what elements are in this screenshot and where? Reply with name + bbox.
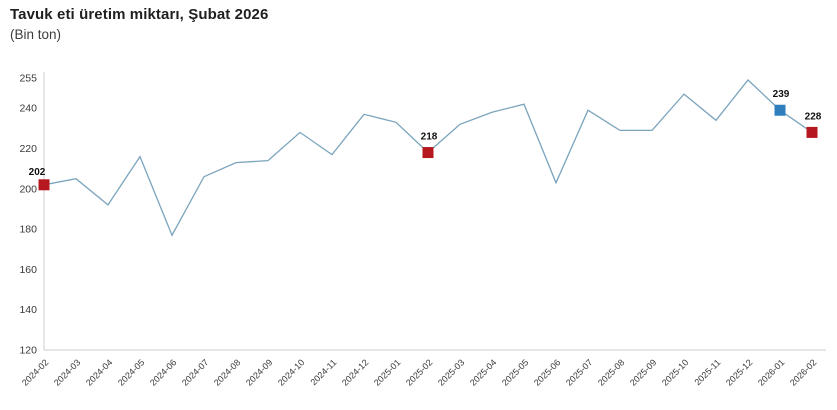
- data-point-marker-2026-02: [806, 126, 818, 138]
- x-axis-tick-label: 2025-12: [724, 357, 754, 387]
- data-point-label-2026-02: 228: [805, 111, 822, 122]
- chart-subtitle: (Bin ton): [10, 27, 62, 42]
- x-axis-tick-label: 2025-04: [468, 357, 498, 387]
- x-axis-tick-label: 2024-10: [276, 357, 306, 387]
- x-axis-tick-label: 2024-03: [52, 357, 82, 387]
- y-axis-tick-label: 120: [19, 345, 37, 357]
- chart-header: Tavuk eti üretim miktarı, Şubat 2026 (Bi…: [10, 6, 268, 42]
- x-axis-tick-label: 2024-07: [180, 357, 210, 387]
- data-point-label-2024-02: 202: [29, 167, 46, 178]
- x-axis-tick-label: 2024-12: [340, 357, 370, 387]
- x-axis-tick-label: 2024-09: [244, 357, 274, 387]
- x-axis-tick-label: 2025-11: [692, 357, 722, 387]
- y-axis-tick-label: 200: [19, 183, 37, 195]
- y-axis-tick-label: 140: [19, 304, 37, 316]
- data-point-marker-2026-01: [774, 104, 786, 116]
- x-axis-tick-label: 2025-03: [436, 357, 466, 387]
- x-axis-tick-label: 2024-04: [84, 357, 114, 387]
- x-axis-tick-label: 2024-02: [20, 357, 50, 387]
- x-axis-tick-label: 2024-05: [116, 357, 146, 387]
- data-point-label-2025-02: 218: [421, 132, 438, 143]
- x-axis-tick-label: 2025-09: [628, 357, 658, 387]
- y-axis-tick-label: 180: [19, 224, 37, 236]
- x-axis-tick-label: 2025-02: [404, 357, 434, 387]
- x-axis-tick-label: 2026-02: [788, 357, 818, 387]
- x-axis-tick-label: 2025-10: [660, 357, 690, 387]
- y-axis-tick-label: 220: [19, 143, 37, 155]
- x-axis-tick-label: 2024-11: [308, 357, 338, 387]
- x-axis-tick-label: 2026-01: [756, 357, 786, 387]
- y-axis-tick-label: 240: [19, 103, 37, 115]
- y-axis-tick-label: 160: [19, 264, 37, 276]
- y-axis-tick-label: 255: [19, 73, 37, 85]
- x-axis-tick-label: 2025-06: [532, 357, 562, 387]
- x-axis-tick-label: 2024-08: [212, 357, 242, 387]
- data-point-label-2026-01: 239: [773, 89, 790, 100]
- data-point-marker-2025-02: [422, 147, 434, 159]
- x-axis-tick-label: 2024-06: [148, 357, 178, 387]
- chart-title: Tavuk eti üretim miktarı, Şubat 2026: [10, 6, 269, 23]
- x-axis-tick-label: 2025-07: [564, 357, 594, 387]
- x-axis-tick-label: 2025-01: [372, 357, 402, 387]
- x-axis-tick-label: 2025-08: [596, 357, 626, 387]
- data-point-marker-2024-02: [38, 179, 50, 191]
- x-axis-tick-label: 2025-05: [500, 357, 530, 387]
